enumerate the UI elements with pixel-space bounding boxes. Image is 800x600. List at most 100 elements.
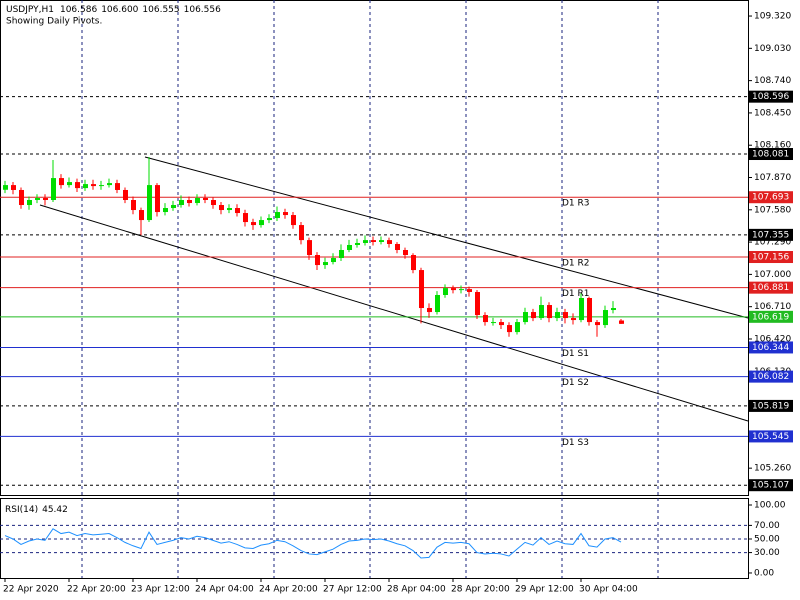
channel-lower <box>39 204 749 422</box>
candle-body <box>251 222 256 226</box>
level-label: 106.082 <box>752 372 789 382</box>
y-tick-label: 105.260 <box>754 464 791 474</box>
x-tick-label: 24 Apr 20:00 <box>259 585 318 595</box>
header: USDJPY,H1 106.586 106.600 106.555 106.556 <box>6 5 221 15</box>
level-label: 107.355 <box>752 230 789 240</box>
rsi-tick-label: 70.00 <box>754 521 780 531</box>
level-box <box>749 148 793 161</box>
x-tick-label: 24 Apr 04:00 <box>195 585 254 595</box>
y-tick-label: 109.030 <box>754 44 791 54</box>
candle-body <box>59 178 64 186</box>
subtitle: Showing Daily Pivots. <box>6 17 102 27</box>
candle-body <box>427 308 432 313</box>
level-box <box>749 90 793 103</box>
level-box <box>749 191 793 204</box>
y-tick-label: 108.740 <box>754 76 791 86</box>
x-tick-label: 22 Apr 2020 <box>3 585 59 595</box>
candle-body <box>603 310 608 326</box>
level-label: 108.081 <box>752 150 789 160</box>
axes: 109.320 109.030 108.740 108.450 108.160 107.8… <box>3 12 793 595</box>
rsi-line <box>4 528 622 559</box>
candle-body <box>11 185 16 190</box>
candle-body <box>75 182 80 189</box>
candle-body <box>227 208 232 211</box>
pivot-label: D1 S1 <box>562 349 589 359</box>
candle-body <box>435 294 440 313</box>
candle-body <box>187 200 192 204</box>
vertical-grid <box>81 0 659 578</box>
candle-body <box>235 208 240 214</box>
candle-body <box>315 255 320 266</box>
candle-body <box>619 320 624 324</box>
channel-upper <box>144 156 749 319</box>
high-label: 106.600 <box>101 5 138 15</box>
candle-body <box>163 208 168 213</box>
candle-body <box>291 215 296 226</box>
y-tick-label: 109.320 <box>754 12 791 22</box>
candle-body <box>99 185 104 187</box>
candle-body <box>323 262 328 266</box>
level-label: 106.619 <box>752 312 789 322</box>
x-tick-label: 28 Apr 04:00 <box>387 585 446 595</box>
candle-body <box>27 200 32 206</box>
candle-body <box>307 240 312 256</box>
candle-body <box>19 189 24 206</box>
candle-body <box>475 291 480 316</box>
candle-body <box>91 184 96 187</box>
candle-body <box>155 185 160 213</box>
y-tick-label: 107.870 <box>754 173 791 183</box>
pivot-label: D1 R3 <box>562 199 590 209</box>
candle-body <box>587 298 592 323</box>
y-tick-label: 106.710 <box>754 302 791 312</box>
candle-body <box>259 220 264 226</box>
rsi-tick-label: 30.00 <box>754 548 780 558</box>
rsi-tick-label: 0.00 <box>754 568 774 578</box>
x-tick-label: 22 Apr 20:00 <box>67 585 126 595</box>
level-label: 105.819 <box>752 401 789 411</box>
candle-body <box>331 258 336 263</box>
symbol: USDJPY,H1 <box>6 5 54 15</box>
level-box <box>749 479 793 492</box>
x-tick-label: 23 Apr 12:00 <box>131 585 190 595</box>
candle-body <box>459 289 464 291</box>
candle-body <box>395 243 400 251</box>
level-box <box>749 228 793 241</box>
candle-body <box>115 183 120 190</box>
level-label: 107.156 <box>752 253 789 263</box>
candle-body <box>299 225 304 241</box>
x-tick-label: 27 Apr 12:00 <box>323 585 382 595</box>
pivot-label: D1 S3 <box>562 438 589 448</box>
candle-body <box>267 218 272 221</box>
candle-body <box>107 183 112 186</box>
candle-body <box>51 178 56 201</box>
candle-body <box>275 212 280 219</box>
candle-body <box>67 182 72 186</box>
candle-body <box>539 305 544 319</box>
level-label: 108.596 <box>752 92 789 102</box>
candle-body <box>531 312 536 319</box>
candle-body <box>347 244 352 251</box>
candle-body <box>371 240 376 242</box>
candle-body <box>611 308 616 311</box>
candle-body <box>195 198 200 204</box>
x-tick-label: 30 Apr 04:00 <box>579 585 638 595</box>
candle-body <box>363 240 368 243</box>
level-box <box>749 310 793 323</box>
level-label: 107.693 <box>752 193 789 203</box>
candle-body <box>563 312 568 319</box>
low-label: 106.555 <box>142 5 179 15</box>
candles <box>3 157 624 337</box>
candle-body <box>147 185 152 221</box>
level-box <box>749 281 793 294</box>
candle-body <box>579 298 584 321</box>
level-box <box>749 399 793 412</box>
y-tick-label: 107.580 <box>754 205 791 215</box>
candle-body <box>595 322 600 326</box>
level-box <box>749 341 793 354</box>
level-box <box>749 370 793 383</box>
pivot-label: D1 R1 <box>562 289 590 299</box>
candle-body <box>243 213 248 223</box>
y-tick-label: 107.290 <box>754 238 791 248</box>
candle-body <box>171 205 176 209</box>
